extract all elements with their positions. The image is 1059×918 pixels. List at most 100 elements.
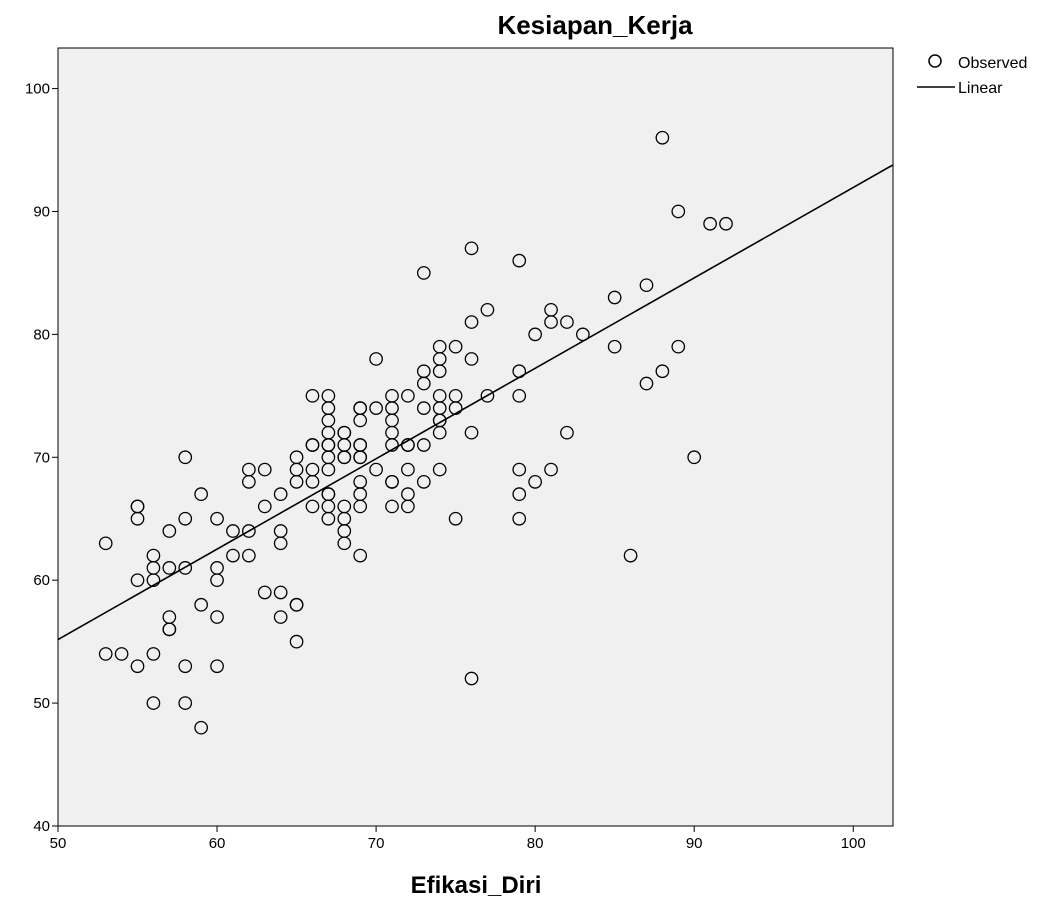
data-point [655,364,670,379]
data-point [432,425,447,440]
data-point [512,388,527,403]
data-point [432,364,447,379]
data-point [639,278,654,293]
data-point [703,216,717,231]
data-point [194,720,208,735]
data-point [416,401,431,415]
data-point [544,315,558,329]
data-point [512,487,527,502]
data-point [528,327,542,342]
data-point [416,438,431,452]
data-point [257,499,272,514]
data-point [512,253,527,268]
data-point [544,462,558,477]
data-point [273,610,288,624]
data-point [130,659,145,674]
data-point [671,339,686,354]
linear-fit [57,164,894,641]
y-tick-label: 40 [33,818,50,835]
data-point [321,462,336,477]
x-tick-label: 90 [686,835,703,852]
data-point [210,610,224,624]
legend-linear-label: Linear [958,80,1003,97]
y-tick-label: 80 [33,326,50,343]
data-point [416,475,431,489]
data-point [480,388,495,403]
data-point [353,548,368,563]
data-point [401,462,415,477]
legend-observed-label: Observed [958,55,1027,72]
data-point [528,475,542,489]
x-axis-title: Efikasi_Diri [411,872,542,899]
data-point [273,585,288,600]
data-point [210,511,224,526]
data-point [162,622,177,637]
linear-fit-line [57,164,894,641]
data-point [385,499,399,514]
chart-title: Kesiapan_Kerja [497,10,693,40]
data-point [385,475,399,489]
data-point [719,216,733,231]
data-point [480,302,495,317]
data-point [130,511,145,526]
data-point [607,339,622,354]
data-point [416,376,431,391]
x-tick-label: 80 [527,835,544,852]
data-point [512,511,527,526]
y-tick-label: 90 [33,203,50,220]
data-point [194,487,208,502]
data-point [242,548,256,563]
x-tick-label: 100 [841,835,866,852]
data-point [464,352,479,366]
data-point [226,548,240,563]
data-point [242,475,256,489]
data-point [353,499,368,514]
data-point [146,696,161,710]
data-point [353,413,368,428]
data-point [194,597,208,612]
data-point [178,659,193,674]
data-point [512,462,527,477]
data-point [305,388,320,403]
x-tick-label: 50 [50,835,67,852]
data-point [178,561,193,575]
data-point [464,671,479,686]
legend-observed-marker [928,54,942,68]
data-point [560,315,574,329]
data-point [305,475,320,489]
data-point [369,462,383,477]
data-point [369,401,383,415]
data-point [226,524,240,538]
observed-points [98,130,733,735]
data-point [464,425,479,440]
data-point [448,339,463,354]
data-point [210,659,224,674]
data-point [401,499,415,514]
data-point [448,511,463,526]
data-point [162,524,177,538]
data-point [337,450,352,465]
x-tick-label: 70 [368,835,385,852]
data-point [671,204,686,219]
data-point [146,573,161,588]
data-point [257,462,272,477]
legend: Observed Linear [917,54,1027,97]
data-point [289,475,304,489]
y-tick-label: 50 [33,695,50,712]
data-point [210,573,224,588]
data-point [114,647,129,661]
data-point [416,266,431,280]
data-point [337,536,352,551]
data-point [432,462,447,477]
x-tick-label: 60 [209,835,226,852]
data-point [273,536,288,551]
data-point [289,597,304,612]
data-point [464,315,479,329]
data-point [623,548,638,563]
y-tick-label: 70 [33,449,50,466]
data-point [321,511,336,526]
data-point [353,450,368,465]
data-point [162,561,177,575]
y-tick-label: 60 [33,572,50,589]
data-point [305,499,320,514]
